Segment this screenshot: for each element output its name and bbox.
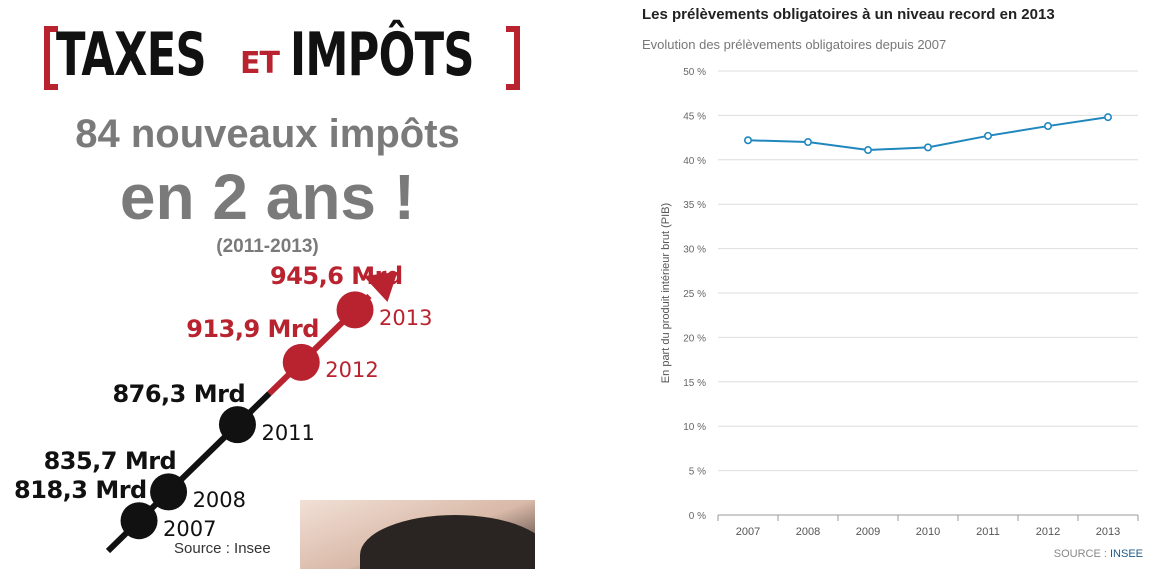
source-link[interactable]: INSEE [1109, 548, 1143, 560]
y-tick-label: 5 % [689, 467, 706, 478]
data-point[interactable] [804, 138, 813, 147]
y-tick-label: 25 % [683, 289, 706, 300]
x-tick-label: 2007 [736, 526, 760, 538]
line-chart: 0 % 5 % 10 % 15 % 20 % 25 % 30 % 35 % 40 % 45 % 50… [660, 67, 1139, 538]
x-tick-label: 2009 [856, 526, 880, 538]
x-tick-label: 2010 [916, 526, 940, 538]
right-bracket [514, 26, 520, 90]
year-label: 2012 [325, 358, 379, 383]
data-point[interactable] [923, 143, 932, 152]
y-tick-label: 30 % [683, 245, 706, 256]
year-label: 2011 [261, 420, 315, 445]
value-label: 876,3 Mrd [112, 379, 246, 408]
data-point[interactable] [1043, 122, 1052, 131]
source-label: SOURCE : [1053, 548, 1107, 560]
trend-arrowhead [363, 272, 398, 302]
year-label: 2008 [192, 487, 247, 512]
value-dot [218, 406, 256, 444]
x-tick-label: 2011 [976, 526, 1000, 538]
data-point[interactable] [983, 131, 992, 140]
headline-duration: en 2 ans ! [119, 161, 416, 233]
x-tick-label: 2008 [796, 526, 820, 538]
chart-title: Les prélèvements obligatoires à un nivea… [642, 6, 1055, 23]
y-tick-label: 0 % [689, 511, 706, 522]
value-dot [282, 343, 320, 381]
right-bracket-bottom [506, 84, 520, 90]
period-label: (2011-2013) [216, 236, 319, 257]
y-tick-label: 20 % [683, 333, 706, 344]
right-bracket-top [506, 26, 520, 32]
y-tick-label: 40 % [683, 156, 706, 167]
banner-et: ET [240, 46, 280, 81]
infographic-panel: TAXES ET IMPÔTS 84 nouveaux impôts en 2 … [0, 0, 535, 569]
value-label: 835,7 Mrd [43, 446, 177, 475]
left-bracket [44, 26, 50, 90]
year-label: 2007 [163, 516, 217, 541]
left-bracket-top [44, 26, 58, 32]
banner-taxes: TAXES [56, 20, 207, 90]
y-tick-label: 10 % [683, 422, 706, 433]
data-point[interactable] [864, 146, 873, 155]
chart-panel: Les prélèvements obligatoires à un nivea… [636, 0, 1159, 569]
value-dot [120, 502, 158, 540]
headline-count: 84 nouveaux impôts [75, 112, 460, 156]
x-tick-label: 2012 [1036, 526, 1060, 538]
x-tick-label: 2013 [1096, 526, 1120, 538]
y-tick-label: 45 % [683, 111, 706, 122]
data-point[interactable] [744, 136, 753, 145]
data-point[interactable] [1103, 113, 1112, 122]
value-dot [150, 473, 188, 511]
year-label: 2013 [379, 305, 433, 330]
chart-subtitle: Evolution des prélèvements obligatoires … [642, 37, 947, 52]
chart-source: SOURCE : INSEE [1054, 548, 1143, 560]
value-label: 818,3 Mrd [14, 475, 147, 504]
infographic-growth-line [105, 272, 398, 554]
value-label: 945,6 Mrd [270, 261, 403, 290]
value-dot [336, 291, 374, 329]
y-axis-label: En part du produit intérieur brut (PIB) [660, 203, 672, 383]
y-tick-label: 15 % [683, 378, 706, 389]
value-label: 913,9 Mrd [186, 315, 319, 344]
y-tick-label: 35 % [683, 200, 706, 211]
banner-impots: IMPÔTS [290, 20, 474, 90]
infographic-source: Source : Insee [174, 540, 271, 557]
y-tick-label: 50 % [683, 67, 706, 78]
left-bracket-bottom [44, 84, 58, 90]
